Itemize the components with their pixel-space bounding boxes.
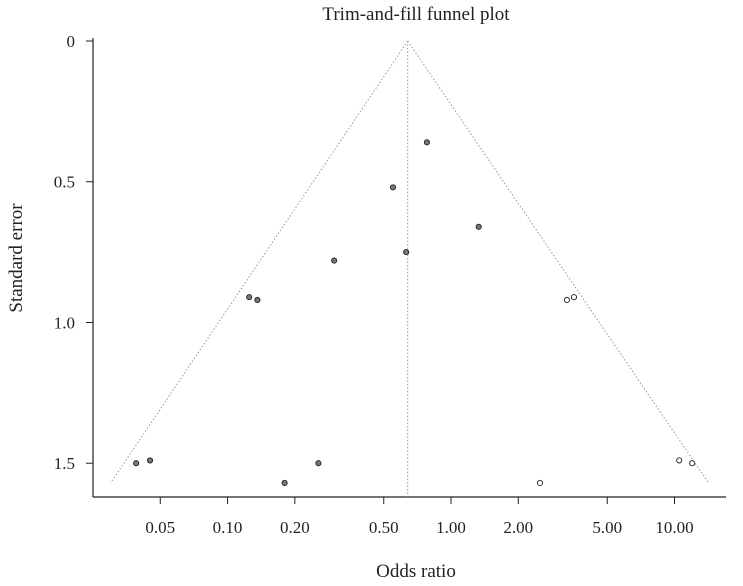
observed-study-point — [254, 296, 261, 304]
funnel — [110, 40, 709, 497]
y-tick-label: 1.0 — [54, 313, 75, 332]
x-tick-label: 2.00 — [503, 518, 533, 537]
x-tick-label: 1.00 — [436, 518, 466, 537]
funnel-right-bound — [407, 40, 709, 484]
y-tick-label: 1.5 — [54, 454, 75, 473]
funnel-left-bound — [110, 40, 409, 484]
observed-study-point — [423, 139, 430, 146]
chart-title: Trim-and-fill funnel plot — [322, 4, 510, 25]
observed-study-point — [403, 249, 410, 256]
y-tick-label: 0.5 — [54, 173, 75, 192]
observed-study-point — [146, 457, 154, 464]
x-tick-label: 10.00 — [655, 518, 693, 537]
x-tick-label: 0.20 — [280, 518, 310, 537]
x-tick-label: 0.10 — [213, 518, 243, 537]
observed-study-point — [389, 184, 397, 191]
filled-study-point — [563, 296, 570, 304]
observed-study-point — [475, 223, 482, 230]
filled-study-point — [676, 457, 683, 464]
data-points — [133, 139, 696, 486]
filled-study-point — [536, 479, 544, 486]
x-tick-label: 0.05 — [145, 518, 175, 537]
x-tick-label: 0.50 — [369, 518, 399, 537]
observed-study-point — [281, 479, 288, 486]
observed-study-point — [246, 294, 253, 301]
filled-study-point — [689, 460, 696, 467]
observed-study-point — [331, 257, 338, 264]
observed-study-point — [315, 460, 322, 467]
y-tick-label: 0 — [67, 32, 76, 51]
axes: 0 0.5 1.0 1.5 0.05 0.10 0.20 0.50 1.00 2.00 5.00 10… — [54, 32, 726, 537]
filled-study-point — [570, 294, 578, 301]
x-axis-label: Odds ratio — [376, 561, 456, 582]
observed-study-point — [133, 460, 140, 467]
x-tick-label: 5.00 — [592, 518, 622, 537]
y-axis-label: Standard error — [6, 203, 27, 313]
